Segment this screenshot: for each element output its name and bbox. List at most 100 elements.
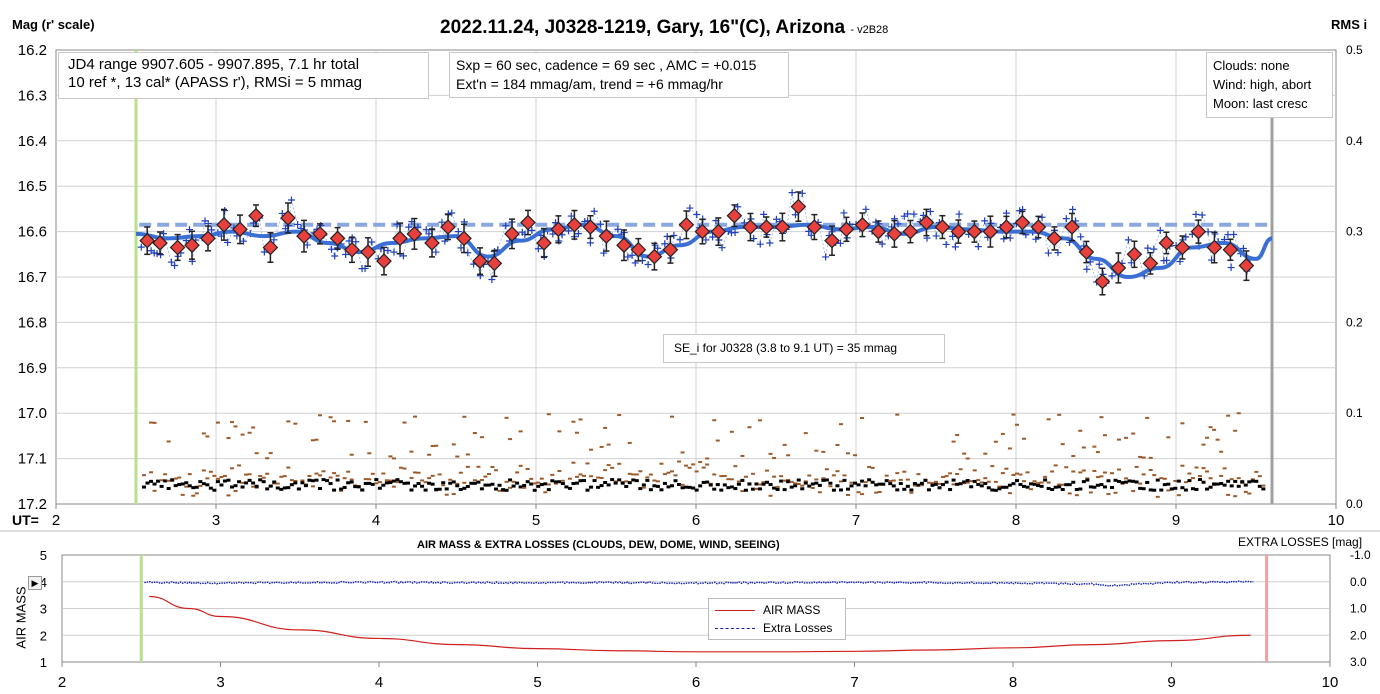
raw-point bbox=[628, 251, 636, 259]
airmass-tick-label: 5 bbox=[40, 548, 47, 563]
rms-point bbox=[318, 474, 322, 477]
rms-ref-point bbox=[423, 488, 428, 492]
rms-ref-point bbox=[444, 487, 449, 491]
rms-point bbox=[603, 426, 608, 429]
raw-point bbox=[670, 231, 678, 239]
rms-ref-point bbox=[645, 478, 650, 482]
rms-ref-point bbox=[758, 487, 762, 491]
main-plot: 2 3 4 5 6 7 8 9 10 16.2 16.3 16.4 16.5 16.6 16.7 16.8 16… bbox=[18, 42, 1363, 529]
raw-point bbox=[772, 215, 780, 223]
rms-point bbox=[747, 426, 752, 429]
rms-point bbox=[1099, 416, 1104, 419]
legend-swatch-airmass bbox=[715, 609, 755, 611]
rms-point bbox=[955, 434, 960, 437]
rms-point bbox=[670, 470, 674, 473]
binned-point bbox=[1030, 219, 1047, 235]
rms-ref-point bbox=[856, 483, 861, 487]
binned-point bbox=[694, 223, 711, 240]
rms-point bbox=[655, 480, 660, 483]
rms-ref-point bbox=[254, 484, 259, 488]
rms-ref-point bbox=[863, 484, 868, 488]
rms-point bbox=[1102, 434, 1107, 437]
info-mid-line1: Sxp = 60 sec, cadence = 69 sec , AMC = +… bbox=[456, 57, 757, 73]
rms-point bbox=[1057, 483, 1062, 486]
rms-point bbox=[1014, 472, 1019, 475]
binned-point bbox=[520, 214, 536, 231]
rms-ref-point bbox=[476, 480, 481, 484]
rms-ref-point bbox=[441, 481, 446, 485]
rms-ref-point bbox=[743, 488, 748, 492]
raw-point bbox=[1182, 233, 1190, 241]
rms-point bbox=[402, 467, 407, 470]
rms-point bbox=[486, 473, 491, 476]
rms-ref-point bbox=[180, 482, 185, 486]
rms-point bbox=[497, 489, 502, 492]
rms-point bbox=[1148, 469, 1153, 472]
rms-point bbox=[705, 457, 710, 460]
rms-point bbox=[546, 413, 551, 416]
binned-point bbox=[1238, 257, 1255, 274]
rms-point bbox=[1022, 480, 1026, 483]
y-tick-label: 16.9 bbox=[18, 360, 47, 377]
rms-point bbox=[420, 479, 425, 482]
rms-ref-point bbox=[684, 485, 689, 489]
rms-point bbox=[976, 479, 981, 482]
binned-point bbox=[598, 228, 615, 244]
raw-point bbox=[1038, 213, 1046, 221]
rms-ref-point bbox=[286, 486, 291, 490]
rms-point bbox=[965, 481, 970, 484]
rms-ref-point bbox=[184, 481, 189, 485]
rms-ref-point bbox=[941, 483, 946, 487]
rms-point bbox=[1011, 413, 1016, 416]
airmass-tick-label: 3 bbox=[40, 602, 47, 617]
rms-ref-point bbox=[1208, 485, 1213, 489]
rms-point bbox=[448, 478, 453, 481]
rms-point bbox=[993, 440, 998, 443]
rms-ref-point bbox=[1155, 478, 1160, 482]
y-tick-label: 16.2 bbox=[18, 42, 47, 59]
raw-point bbox=[239, 237, 247, 245]
rms-point bbox=[648, 473, 653, 476]
rms-ref-point bbox=[708, 483, 713, 487]
rms-ref-point bbox=[1046, 486, 1051, 490]
raw-point bbox=[331, 252, 339, 260]
rms-ref-point bbox=[511, 484, 516, 488]
binned-point bbox=[472, 253, 488, 269]
rms-ref-point bbox=[370, 482, 375, 486]
raw-point bbox=[756, 240, 764, 248]
rms-ref-point bbox=[1106, 479, 1111, 483]
rms-point bbox=[215, 421, 220, 424]
rms-ref-point bbox=[420, 484, 425, 488]
rms-point bbox=[634, 473, 639, 476]
rms-point bbox=[817, 491, 822, 494]
rms-point bbox=[578, 473, 583, 476]
raw-point bbox=[644, 261, 652, 269]
rms-point bbox=[1081, 446, 1086, 449]
info-box-mid: Sxp = 60 sec, cadence = 69 sec , AMC = +… bbox=[449, 52, 789, 98]
rms-ref-point bbox=[1014, 479, 1019, 483]
rms-point bbox=[1155, 495, 1160, 498]
rms-point bbox=[856, 491, 861, 494]
raw-point bbox=[904, 210, 912, 218]
rms-ref-point bbox=[606, 483, 611, 487]
rms-ref-point bbox=[367, 481, 372, 485]
rms-ref-point bbox=[1113, 478, 1118, 482]
rms-point bbox=[853, 454, 858, 457]
rms-point bbox=[511, 480, 516, 483]
raw-point bbox=[390, 248, 398, 256]
rms-point bbox=[413, 471, 418, 474]
rms-point bbox=[557, 470, 562, 473]
rms-ref-point bbox=[1011, 482, 1016, 486]
y-tick-label: 16.8 bbox=[18, 314, 47, 331]
rms-ref-point bbox=[1124, 480, 1129, 484]
expand-button[interactable]: ▶ bbox=[28, 576, 42, 590]
rms-ref-point bbox=[1067, 483, 1072, 487]
rms-ref-point bbox=[1081, 480, 1086, 484]
rms-point bbox=[159, 479, 164, 482]
rms-point bbox=[898, 478, 903, 481]
rms-ref-point bbox=[226, 478, 231, 482]
rms-ref-point bbox=[230, 485, 234, 489]
rms-ref-point bbox=[842, 478, 847, 482]
rms-ref-point bbox=[905, 484, 910, 488]
rms-point bbox=[673, 474, 678, 477]
